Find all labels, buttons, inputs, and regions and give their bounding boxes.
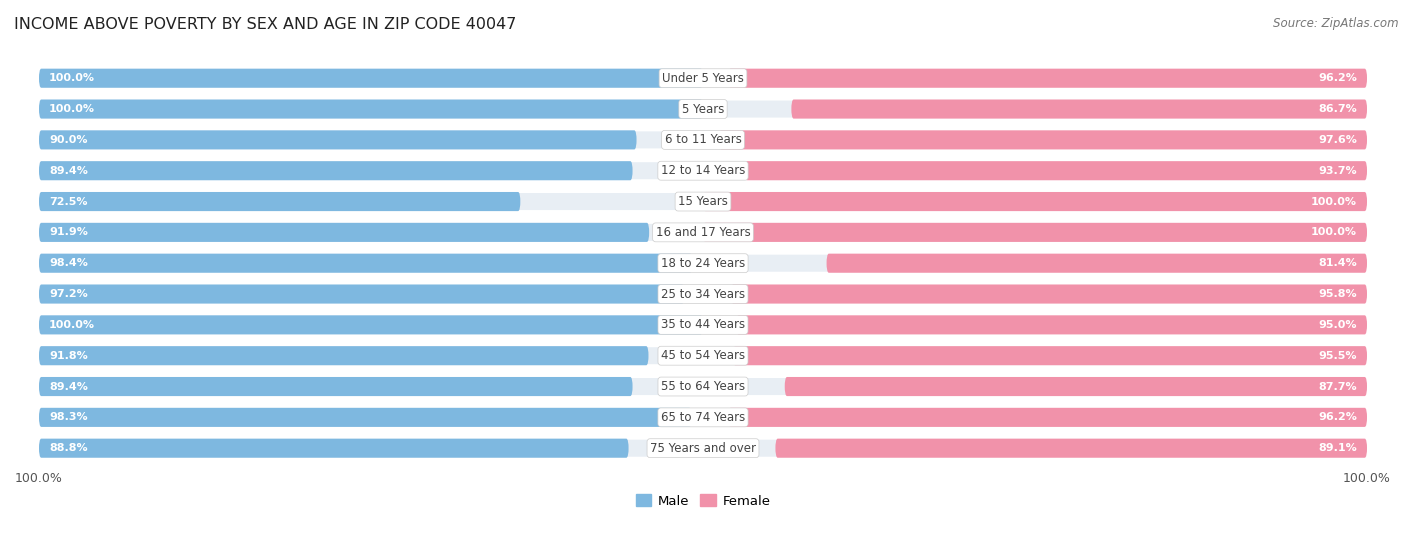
Text: 87.7%: 87.7% [1319,382,1357,391]
Text: 25 to 34 Years: 25 to 34 Years [661,287,745,301]
FancyBboxPatch shape [745,161,1367,180]
Text: 55 to 64 Years: 55 to 64 Years [661,380,745,393]
FancyBboxPatch shape [775,439,1367,458]
Text: 18 to 24 Years: 18 to 24 Years [661,257,745,269]
Text: 89.1%: 89.1% [1319,443,1357,453]
Text: 96.2%: 96.2% [1319,73,1357,83]
Text: Under 5 Years: Under 5 Years [662,72,744,85]
Text: 15 Years: 15 Years [678,195,728,208]
Text: 81.4%: 81.4% [1319,258,1357,268]
FancyBboxPatch shape [827,254,1367,273]
FancyBboxPatch shape [39,346,648,365]
Text: 95.0%: 95.0% [1319,320,1357,330]
FancyBboxPatch shape [785,377,1367,396]
Text: 100.0%: 100.0% [49,320,94,330]
FancyBboxPatch shape [39,192,520,211]
Text: 12 to 14 Years: 12 to 14 Years [661,164,745,177]
Text: 16 and 17 Years: 16 and 17 Years [655,226,751,239]
Text: 100.0%: 100.0% [1312,228,1357,238]
FancyBboxPatch shape [39,315,703,334]
Legend: Male, Female: Male, Female [630,489,776,513]
Text: 5 Years: 5 Years [682,102,724,116]
FancyBboxPatch shape [39,130,1367,149]
FancyBboxPatch shape [39,223,650,242]
FancyBboxPatch shape [728,408,1367,427]
FancyBboxPatch shape [792,100,1367,119]
Text: 100.0%: 100.0% [49,104,94,114]
FancyBboxPatch shape [733,346,1367,365]
Text: 75 Years and over: 75 Years and over [650,442,756,454]
Text: INCOME ABOVE POVERTY BY SEX AND AGE IN ZIP CODE 40047: INCOME ABOVE POVERTY BY SEX AND AGE IN Z… [14,17,516,32]
FancyBboxPatch shape [39,69,1367,88]
FancyBboxPatch shape [39,408,692,427]
Text: 89.4%: 89.4% [49,165,87,176]
Text: 96.2%: 96.2% [1319,413,1357,423]
Text: 90.0%: 90.0% [49,135,87,145]
FancyBboxPatch shape [39,192,1367,211]
FancyBboxPatch shape [39,439,628,458]
Text: 98.3%: 98.3% [49,413,87,423]
FancyBboxPatch shape [39,285,685,304]
Text: 65 to 74 Years: 65 to 74 Years [661,411,745,424]
FancyBboxPatch shape [39,254,1367,273]
FancyBboxPatch shape [39,439,1367,458]
Text: 86.7%: 86.7% [1319,104,1357,114]
FancyBboxPatch shape [39,315,1367,334]
FancyBboxPatch shape [731,285,1367,304]
Text: 95.8%: 95.8% [1319,289,1357,299]
Text: 72.5%: 72.5% [49,197,87,206]
Text: 45 to 54 Years: 45 to 54 Years [661,349,745,362]
FancyBboxPatch shape [737,315,1367,334]
Text: 97.6%: 97.6% [1319,135,1357,145]
FancyBboxPatch shape [39,223,1367,242]
FancyBboxPatch shape [728,69,1367,88]
FancyBboxPatch shape [703,192,1367,211]
Text: 100.0%: 100.0% [1312,197,1357,206]
Text: 95.5%: 95.5% [1319,350,1357,361]
FancyBboxPatch shape [39,100,1367,119]
FancyBboxPatch shape [39,161,1367,180]
FancyBboxPatch shape [39,130,637,149]
Text: 89.4%: 89.4% [49,382,87,391]
FancyBboxPatch shape [39,100,703,119]
Text: 93.7%: 93.7% [1319,165,1357,176]
Text: 88.8%: 88.8% [49,443,87,453]
FancyBboxPatch shape [39,377,633,396]
Text: 98.4%: 98.4% [49,258,87,268]
Text: 97.2%: 97.2% [49,289,87,299]
Text: 91.9%: 91.9% [49,228,87,238]
FancyBboxPatch shape [703,223,1367,242]
Text: 100.0%: 100.0% [49,73,94,83]
Text: 6 to 11 Years: 6 to 11 Years [665,134,741,146]
Text: Source: ZipAtlas.com: Source: ZipAtlas.com [1274,17,1399,30]
FancyBboxPatch shape [39,285,1367,304]
FancyBboxPatch shape [39,254,692,273]
Text: 91.8%: 91.8% [49,350,87,361]
FancyBboxPatch shape [718,130,1367,149]
Text: 35 to 44 Years: 35 to 44 Years [661,319,745,331]
FancyBboxPatch shape [39,69,703,88]
FancyBboxPatch shape [39,346,1367,365]
FancyBboxPatch shape [39,161,633,180]
FancyBboxPatch shape [39,377,1367,396]
FancyBboxPatch shape [39,408,1367,427]
